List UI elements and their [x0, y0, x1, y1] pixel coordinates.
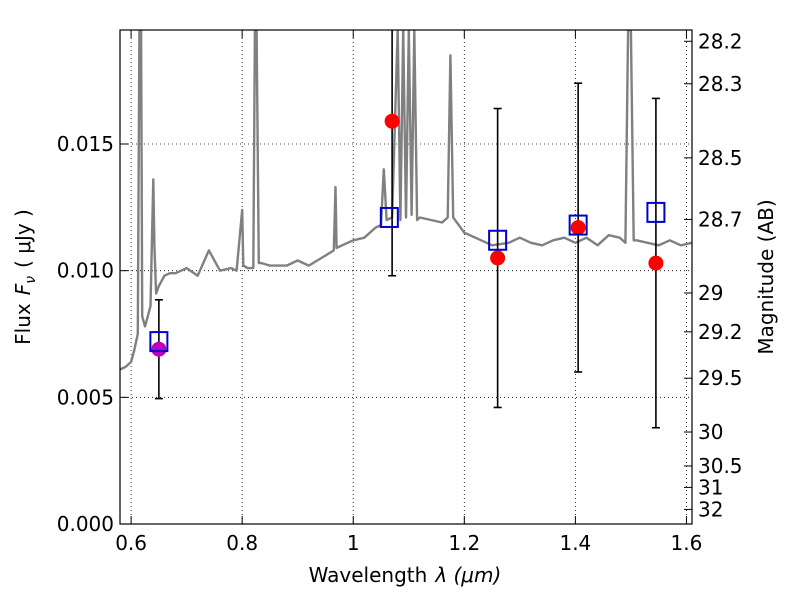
observed-flux-point — [151, 341, 167, 357]
plot-area — [120, 30, 692, 429]
y-axis-label: FluxFν( μJy ) — [11, 209, 39, 345]
observed-flux-point — [648, 255, 664, 271]
x-tick-label: 1.4 — [559, 531, 591, 555]
model-flux-square — [149, 331, 169, 353]
y2-tick-label: 31 — [698, 475, 723, 499]
y2-tick-label: 29.2 — [698, 320, 743, 344]
grid-lines — [120, 30, 692, 525]
y-tick-label: 0.015 — [57, 132, 114, 156]
plot-frame — [119, 29, 693, 525]
y-tick-label: 0.005 — [57, 385, 114, 409]
model-flux-square — [488, 229, 508, 251]
observed-flux-point — [570, 220, 586, 236]
y2-axis-label: Magnitude (AB) — [754, 199, 778, 354]
x-tick-label: 1.2 — [448, 531, 480, 555]
y2-tick-label: 29 — [698, 281, 723, 305]
y2-tick-label: 32 — [698, 497, 723, 521]
observed-flux-point — [490, 250, 506, 266]
x-tick-labels: 0.6 0.8 1 1.2 1.4 1.6 — [115, 531, 702, 555]
y2-tick-label: 28.3 — [698, 72, 743, 96]
x-axis-label: Wavelength λ (μm) — [309, 563, 502, 587]
y-tick-label: 0.010 — [57, 259, 114, 283]
y2-tick-label: 30 — [698, 420, 723, 444]
y-tick-label: 0.000 — [57, 512, 114, 536]
model-flux-square — [568, 214, 588, 236]
x-tick-label: 1.6 — [671, 531, 703, 555]
x-tick-label: 0.6 — [115, 531, 147, 555]
y2-tick-label: 29.5 — [698, 366, 743, 390]
y2-tick-label: 28.2 — [698, 29, 743, 53]
y2-tick-label: 28.7 — [698, 207, 743, 231]
model-flux-square — [379, 206, 399, 228]
observed-flux-point — [384, 113, 400, 129]
x-tick-label: 0.8 — [226, 531, 258, 555]
model-flux-square — [646, 201, 666, 223]
model-spectrum-line — [120, 30, 692, 371]
y2-tick-label: 28.5 — [698, 146, 743, 170]
tick-marks — [120, 30, 692, 525]
x-tick-label: 1 — [347, 531, 360, 555]
y2-tick-label: 30.5 — [698, 454, 743, 478]
y-tick-labels: 0.000 0.005 0.010 0.015 — [57, 132, 114, 536]
